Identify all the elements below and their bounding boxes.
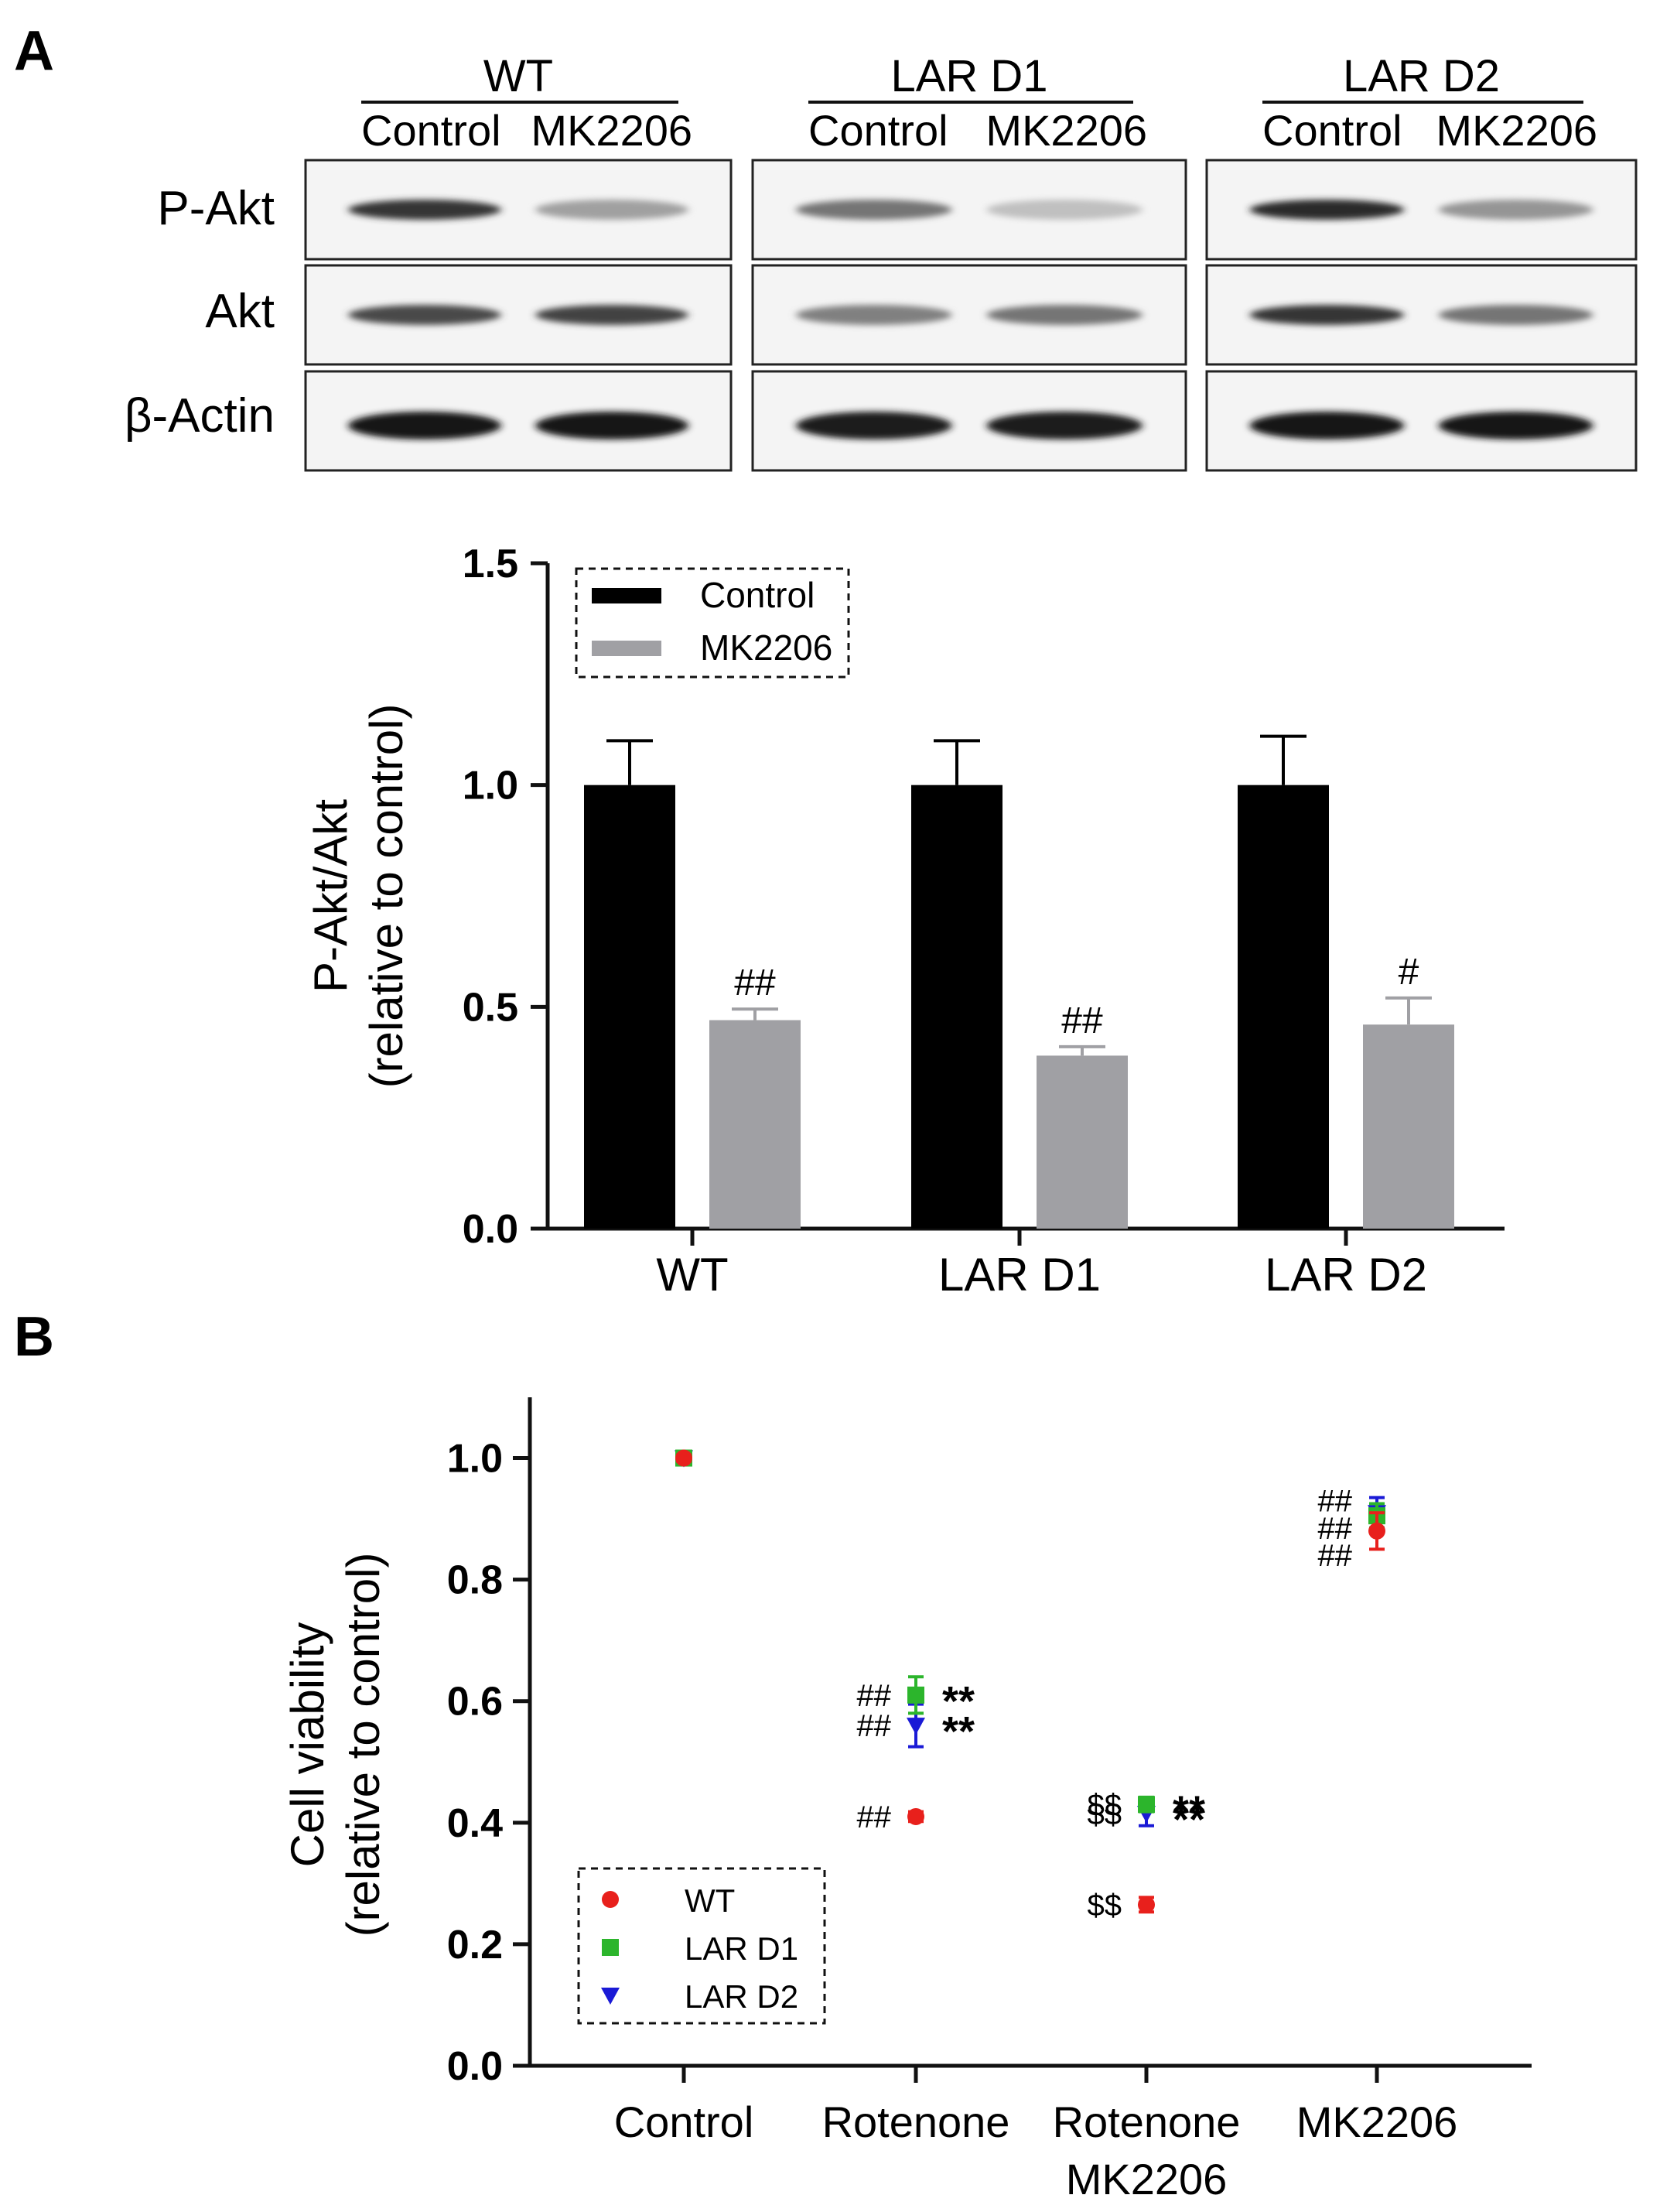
bar-control xyxy=(584,785,675,1229)
significance-label: ** xyxy=(942,1678,975,1725)
y-tick-label: 1.0 xyxy=(463,764,518,809)
significance-label: ## xyxy=(857,1800,892,1834)
significance-label: ** xyxy=(1173,1797,1205,1843)
blot-row-label: Akt xyxy=(205,285,275,338)
bar-mk2206 xyxy=(1037,1055,1128,1229)
significance-label: ## xyxy=(1318,1539,1353,1573)
y-tick-label: 0.0 xyxy=(447,2044,503,2089)
y-tick-label: 1.5 xyxy=(463,542,518,586)
blot-band xyxy=(1249,412,1405,439)
blot-lane-label: MK2206 xyxy=(531,106,692,155)
significance-label: ## xyxy=(857,1709,892,1743)
bar-control xyxy=(911,785,1002,1229)
bar-mk2206 xyxy=(1363,1024,1454,1229)
legend-box xyxy=(577,1867,826,2025)
significance-label: ## xyxy=(1061,1000,1103,1041)
y-tick-label: 1.0 xyxy=(447,1437,503,1482)
western-blot: P-Akt Akt β-Actin WT Control MK2206 LAR D1 Cont… xyxy=(125,51,1638,472)
y-tick-label: 0.0 xyxy=(463,1207,518,1252)
x-tick-label: LAR D2 xyxy=(1265,1249,1427,1301)
legend-label: LAR D2 xyxy=(685,1978,798,2015)
blot-band xyxy=(1249,200,1405,220)
significance-label: ## xyxy=(1318,1485,1353,1519)
blot-row-label: β-Actin xyxy=(125,389,275,443)
y-tick-label: 0.6 xyxy=(447,1680,503,1725)
bar-chart: 0.0 0.5 1.0 1.5 P-Akt/Akt(relative to contro… xyxy=(305,542,1505,1301)
significance-label: ## xyxy=(857,1679,892,1713)
blot-lane-label: MK2206 xyxy=(1436,106,1597,155)
data-point-wt xyxy=(1368,1522,1385,1540)
legend-swatch xyxy=(592,588,661,603)
y-tick-label: 0.4 xyxy=(447,1801,503,1846)
x-tick-label: WT xyxy=(656,1249,728,1301)
blot-band xyxy=(1438,305,1593,325)
x-tick-label: Control xyxy=(614,2097,754,2146)
data-point-wt xyxy=(1138,1896,1155,1913)
blot-band xyxy=(348,412,501,439)
significance-label: ## xyxy=(734,962,776,1003)
x-tick-label: Rotenone xyxy=(1053,2097,1241,2146)
blot-band xyxy=(796,412,952,439)
y-tick-label: 0.8 xyxy=(447,1558,503,1603)
x-tick-label: MK2206 xyxy=(1296,2097,1458,2146)
blot-group-label: LAR D2 xyxy=(1343,51,1500,101)
blot-row-label: P-Akt xyxy=(157,182,275,235)
bar-mk2206 xyxy=(709,1020,801,1229)
data-point-lar-d1 xyxy=(1138,1796,1155,1814)
blot-lane-label: MK2206 xyxy=(985,106,1147,155)
data-point-lar-d2 xyxy=(907,1718,925,1735)
legend-label: WT xyxy=(685,1882,735,1919)
data-point-wt xyxy=(675,1449,692,1467)
data-point-lar-d1 xyxy=(907,1686,924,1704)
legend-label: Control xyxy=(700,575,815,615)
bar-control xyxy=(1238,785,1329,1229)
blot-lane-label: Control xyxy=(361,106,501,155)
blot-band xyxy=(1438,200,1593,220)
legend-box xyxy=(575,567,850,679)
panel-b-label: B xyxy=(14,1306,54,1368)
blot-lane-label: Control xyxy=(808,106,948,155)
scatter-chart: 0.0 0.2 0.4 0.6 0.8 1.0 Cell viability(relativ… xyxy=(282,1397,1532,2203)
blot-band xyxy=(986,412,1143,439)
blot-lane-label: Control xyxy=(1262,106,1402,155)
blot-band xyxy=(348,200,501,220)
blot-band xyxy=(1438,412,1593,439)
blot-band xyxy=(986,200,1143,220)
blot-band xyxy=(535,305,688,325)
significance-label: # xyxy=(1399,952,1419,993)
blot-band xyxy=(796,305,952,325)
panel-a-label: A xyxy=(14,20,54,82)
blot-band xyxy=(535,412,688,439)
legend-marker xyxy=(602,1891,619,1908)
significance-label: $$ xyxy=(1088,1788,1122,1822)
blot-group-label: WT xyxy=(483,51,553,101)
significance-label: $$ xyxy=(1088,1889,1122,1923)
legend-label: LAR D1 xyxy=(685,1930,798,1967)
y-axis-label: P-Akt/Akt(relative to control) xyxy=(305,704,412,1089)
blot-band xyxy=(348,305,501,325)
x-tick-label: LAR D1 xyxy=(938,1249,1101,1301)
significance-label: $$ xyxy=(1088,1797,1122,1831)
data-point-wt xyxy=(907,1807,924,1825)
legend-label: MK2206 xyxy=(700,627,832,668)
blot-band xyxy=(986,305,1143,325)
significance-label: ## xyxy=(1318,1512,1353,1546)
legend-swatch xyxy=(592,641,661,656)
significance-label: ** xyxy=(1173,1787,1205,1834)
legend-marker xyxy=(602,1939,619,1956)
legend-marker xyxy=(601,1988,620,2005)
blot-group-label: LAR D1 xyxy=(890,51,1047,101)
x-tick-label: MK2206 xyxy=(1066,2155,1228,2203)
y-tick-label: 0.2 xyxy=(447,1923,503,1968)
significance-label: ** xyxy=(942,1708,975,1755)
blot-band xyxy=(796,200,952,220)
blot-band xyxy=(535,200,688,220)
y-axis-label: Cell viability(relative to control) xyxy=(282,1553,389,1937)
x-tick-label: Rotenone xyxy=(822,2097,1010,2146)
blot-band xyxy=(1249,305,1405,325)
y-tick-label: 0.5 xyxy=(463,985,518,1030)
